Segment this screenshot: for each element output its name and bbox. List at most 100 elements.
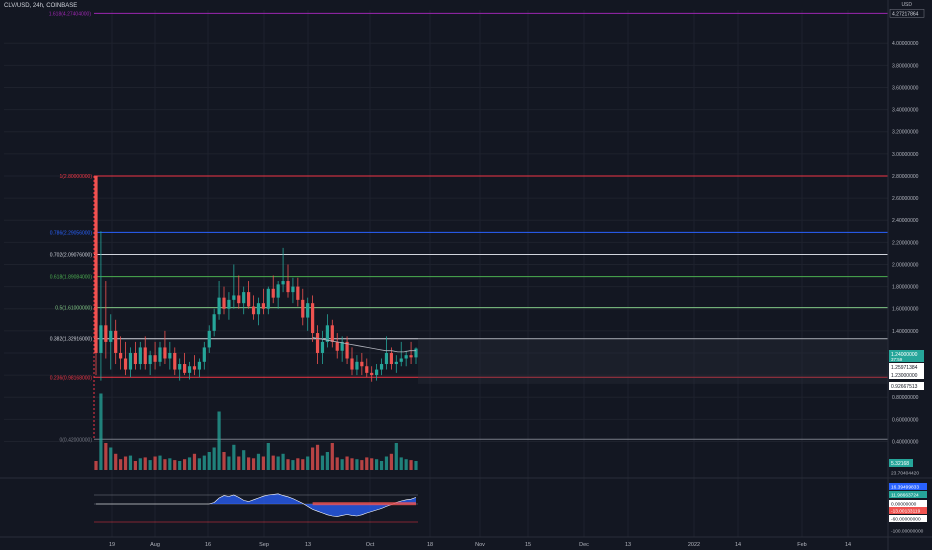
candle-body[interactable]	[114, 330, 118, 353]
candle-body[interactable]	[370, 372, 374, 376]
candle-body[interactable]	[148, 355, 152, 365]
indicator-badge	[889, 491, 927, 498]
volume-bar	[158, 455, 162, 470]
candle-body[interactable]	[123, 358, 128, 370]
time-axis[interactable]: 19 Aug 16 Sep 13 Oct 18 Nov 15 Dec 13 2022 14 Feb 14	[109, 542, 851, 548]
candle-body[interactable]	[128, 352, 133, 370]
candle-body[interactable]	[325, 325, 329, 342]
candle-body[interactable]	[119, 352, 123, 359]
candle-body[interactable]	[158, 347, 162, 362]
candle-body[interactable]	[389, 352, 393, 365]
price-tick-label: 2.80000000	[892, 174, 919, 180]
volume-bar	[227, 456, 231, 470]
candle-body[interactable]	[168, 352, 172, 359]
volume-bar	[350, 458, 354, 470]
candle-body[interactable]	[291, 286, 295, 293]
volume-bar	[212, 447, 216, 470]
candle-body[interactable]	[271, 288, 275, 298]
volume-badge-label: 5.32168	[891, 461, 909, 467]
candle-body[interactable]	[222, 297, 226, 309]
candle-body[interactable]	[173, 352, 177, 370]
fibonacci-levels[interactable]: 1.618(4.27404000) 1(2.80000000) 0.786(2.29…	[49, 11, 888, 443]
candle-body[interactable]	[256, 303, 261, 315]
fib-level-label: 0.236(0.98168000)	[50, 375, 93, 381]
candle-body[interactable]	[414, 348, 418, 358]
candle-body[interactable]	[384, 352, 389, 365]
volume-bar	[271, 455, 275, 470]
volume-bar	[301, 459, 305, 470]
candle-body[interactable]	[197, 361, 201, 370]
candle-body[interactable]	[315, 333, 320, 353]
candle-body[interactable]	[330, 325, 334, 342]
candle-body[interactable]	[99, 325, 103, 353]
candle-body[interactable]	[183, 364, 187, 373]
candle-body[interactable]	[281, 281, 285, 285]
candle-body[interactable]	[143, 347, 147, 365]
candle-body[interactable]	[350, 358, 354, 370]
volume-bar	[306, 456, 310, 470]
price-tick-label: 3.20000000	[892, 130, 919, 136]
time-tick-label: Nov	[475, 542, 485, 548]
candle-body[interactable]	[335, 341, 339, 351]
candle-body[interactable]	[345, 341, 349, 359]
candle-body[interactable]	[276, 284, 280, 298]
moving-average-line	[312, 337, 416, 353]
candle-body[interactable]	[153, 355, 157, 362]
chart-title: CLV/USD, 24h, COINBASE	[4, 3, 78, 9]
candle-body[interactable]	[217, 297, 221, 315]
volume-bar	[365, 457, 369, 470]
candle-body[interactable]	[237, 295, 241, 304]
candle-body[interactable]	[178, 364, 182, 370]
candle-body[interactable]	[365, 366, 369, 373]
candle-body[interactable]	[94, 175, 98, 353]
indicator-badge	[889, 500, 927, 507]
candle-body[interactable]	[202, 347, 206, 362]
volume-bar	[315, 444, 320, 470]
candle-body[interactable]	[212, 314, 216, 331]
candle-body[interactable]	[399, 358, 403, 362]
price-tick-label: 3.80000000	[892, 63, 919, 69]
candle-body[interactable]	[266, 288, 270, 309]
candle-body[interactable]	[355, 361, 359, 370]
fib-level-label: 0.786(2.29056000)	[50, 230, 93, 236]
candle-body[interactable]	[340, 341, 344, 351]
price-badge	[889, 350, 924, 362]
candle-body[interactable]	[104, 325, 108, 342]
time-tick-label: 16	[205, 542, 211, 548]
candle-body[interactable]	[301, 299, 305, 318]
candle-body[interactable]	[227, 299, 231, 309]
price-axis[interactable]: 4.00000000 3.80000000 3.60000000 3.40000000…	[887, 0, 927, 550]
candle-body[interactable]	[360, 361, 364, 367]
candle-body[interactable]	[232, 295, 236, 300]
candle-body[interactable]	[261, 303, 265, 309]
volume-bar	[173, 460, 177, 470]
candle-body[interactable]	[207, 330, 211, 348]
candle-body[interactable]	[247, 292, 251, 307]
osc-line	[96, 493, 417, 517]
candle-body[interactable]	[379, 364, 384, 370]
candle-body[interactable]	[409, 355, 413, 358]
candle-body[interactable]	[251, 306, 256, 315]
candle-body[interactable]	[306, 303, 310, 318]
candle-body[interactable]	[242, 292, 246, 304]
price-badge-label: 0.92667513	[891, 384, 918, 390]
candle-body[interactable]	[163, 347, 167, 359]
price-tick-label: 4.00000000	[892, 41, 919, 47]
fib-level-label: 0(0.42000000)	[59, 437, 92, 443]
candle-body[interactable]	[404, 355, 408, 359]
candle-body[interactable]	[192, 366, 197, 370]
candle-body[interactable]	[296, 286, 300, 300]
candlestick-series[interactable]	[94, 175, 418, 382]
candle-body[interactable]	[320, 341, 325, 353]
candle-body[interactable]	[311, 303, 315, 334]
volume-bar	[148, 460, 152, 470]
candle-body[interactable]	[375, 369, 379, 376]
candle-body[interactable]	[286, 281, 290, 293]
candle-body[interactable]	[109, 330, 113, 342]
candle-body[interactable]	[133, 352, 137, 365]
time-tick-label: 2022	[688, 542, 700, 548]
candle-body[interactable]	[394, 361, 398, 365]
candle-body[interactable]	[138, 347, 142, 365]
candle-body[interactable]	[187, 366, 192, 373]
